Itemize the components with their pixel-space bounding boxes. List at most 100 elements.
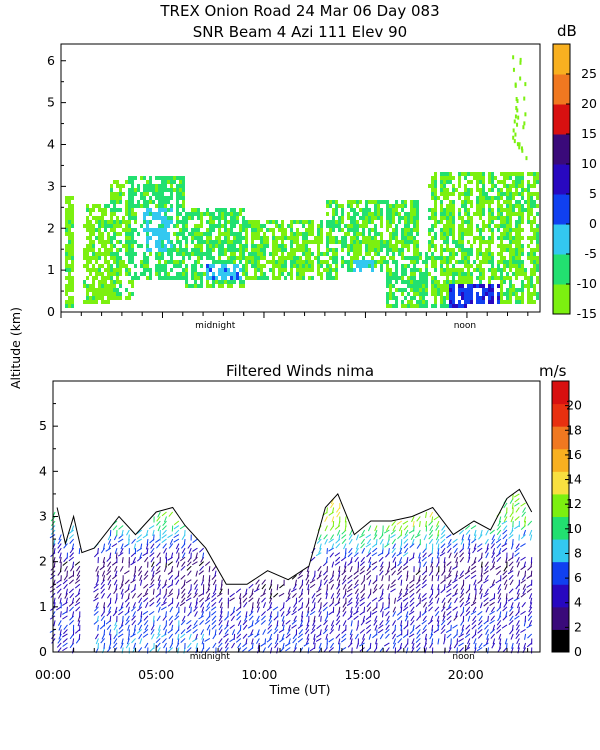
wind-barb (168, 511, 174, 517)
snr-cell (239, 236, 242, 240)
wind-barb (320, 579, 322, 586)
snr-cell (230, 248, 233, 252)
snr-cell (521, 248, 524, 252)
snr-cell (440, 292, 443, 296)
wind-barb (236, 606, 242, 612)
wind-barb (322, 601, 328, 608)
snr-cell (176, 204, 179, 208)
snr-cell (296, 276, 299, 280)
snr-cell (434, 200, 437, 204)
snr-cell (440, 300, 443, 304)
snr-cell (500, 300, 503, 304)
snr-cell (191, 276, 194, 280)
snr-cell (515, 252, 518, 256)
snr-cell (515, 180, 518, 184)
wind-barb (524, 570, 527, 577)
snr-cell (179, 180, 182, 184)
snr-cell (506, 172, 509, 176)
snr-cell (416, 252, 419, 256)
snr-cell (516, 99, 519, 104)
wind-barb (415, 638, 421, 643)
snr-cell (452, 192, 455, 196)
wind-barb (392, 556, 397, 563)
snr-cell (488, 248, 491, 252)
wind-barb (338, 570, 341, 577)
snr-cell (164, 204, 167, 208)
wind-barb (496, 570, 502, 576)
winds-colorbar-tick-label: 0 (574, 644, 582, 659)
snr-cell (170, 252, 173, 256)
wind-barb (497, 615, 502, 622)
wind-barb (468, 548, 471, 555)
snr-cell (440, 228, 443, 232)
snr-cell (206, 232, 209, 236)
snr-cell (452, 252, 455, 256)
wind-barb (347, 583, 353, 589)
wind-barb (428, 529, 434, 536)
snr-cell (521, 272, 524, 276)
wind-barb (291, 620, 297, 625)
wind-barb (444, 633, 446, 640)
snr-cell (407, 224, 410, 228)
snr-cell (200, 272, 203, 276)
snr-cell (104, 228, 107, 232)
snr-cell (125, 224, 128, 228)
snr-cell (518, 142, 521, 147)
snr-cell (230, 260, 233, 264)
snr-cell (110, 288, 113, 292)
snr-cell (71, 252, 74, 256)
snr-cell (275, 264, 278, 268)
snr-cell (434, 248, 437, 252)
snr-cell (470, 192, 473, 196)
snr-cell (446, 284, 449, 288)
snr-cell (392, 260, 395, 264)
wind-barb (440, 629, 446, 635)
wind-barb (319, 629, 322, 636)
snr-cell (341, 228, 344, 232)
wind-barb (309, 610, 316, 616)
snr-cell (461, 232, 464, 236)
wind-barb (443, 566, 446, 573)
wind-barb (121, 638, 124, 645)
wind-barb (514, 615, 520, 620)
wind-barb (484, 588, 489, 595)
snr-cell (332, 200, 335, 204)
wind-barb (355, 602, 359, 608)
snr-cell (452, 256, 455, 260)
snr-cell (176, 224, 179, 228)
snr-cell (461, 296, 464, 300)
snr-cell (515, 176, 518, 180)
snr-cell (431, 180, 434, 184)
snr-cell (200, 248, 203, 252)
snr-cell (158, 236, 161, 240)
snr-cell (71, 208, 74, 212)
snr-cell (272, 272, 275, 276)
snr-cell (317, 232, 320, 236)
snr-cell (446, 224, 449, 228)
wind-barb (400, 529, 403, 537)
snr-y-tick-label: 0 (47, 304, 55, 319)
snr-cell (65, 248, 68, 252)
snr-cell (182, 216, 185, 220)
wind-barb (100, 583, 105, 590)
snr-cell (338, 220, 341, 224)
snr-cell (452, 280, 455, 284)
wind-barb (365, 624, 372, 630)
snr-cell (410, 260, 413, 264)
snr-cell (158, 240, 161, 244)
snr-cell (485, 288, 488, 292)
snr-cell (146, 184, 149, 188)
wind-barb (245, 611, 248, 618)
wind-barb (318, 570, 322, 577)
wind-barb (360, 556, 366, 563)
snr-cell (95, 268, 98, 272)
snr-cell (68, 228, 71, 232)
snr-cell (329, 220, 332, 224)
wind-barb (422, 602, 427, 608)
snr-cell (158, 212, 161, 216)
snr-cell (335, 240, 338, 244)
winds-colorbar-swatch (552, 629, 569, 653)
snr-cell (506, 276, 509, 280)
snr-cell (296, 236, 299, 240)
wind-barb (520, 543, 526, 548)
